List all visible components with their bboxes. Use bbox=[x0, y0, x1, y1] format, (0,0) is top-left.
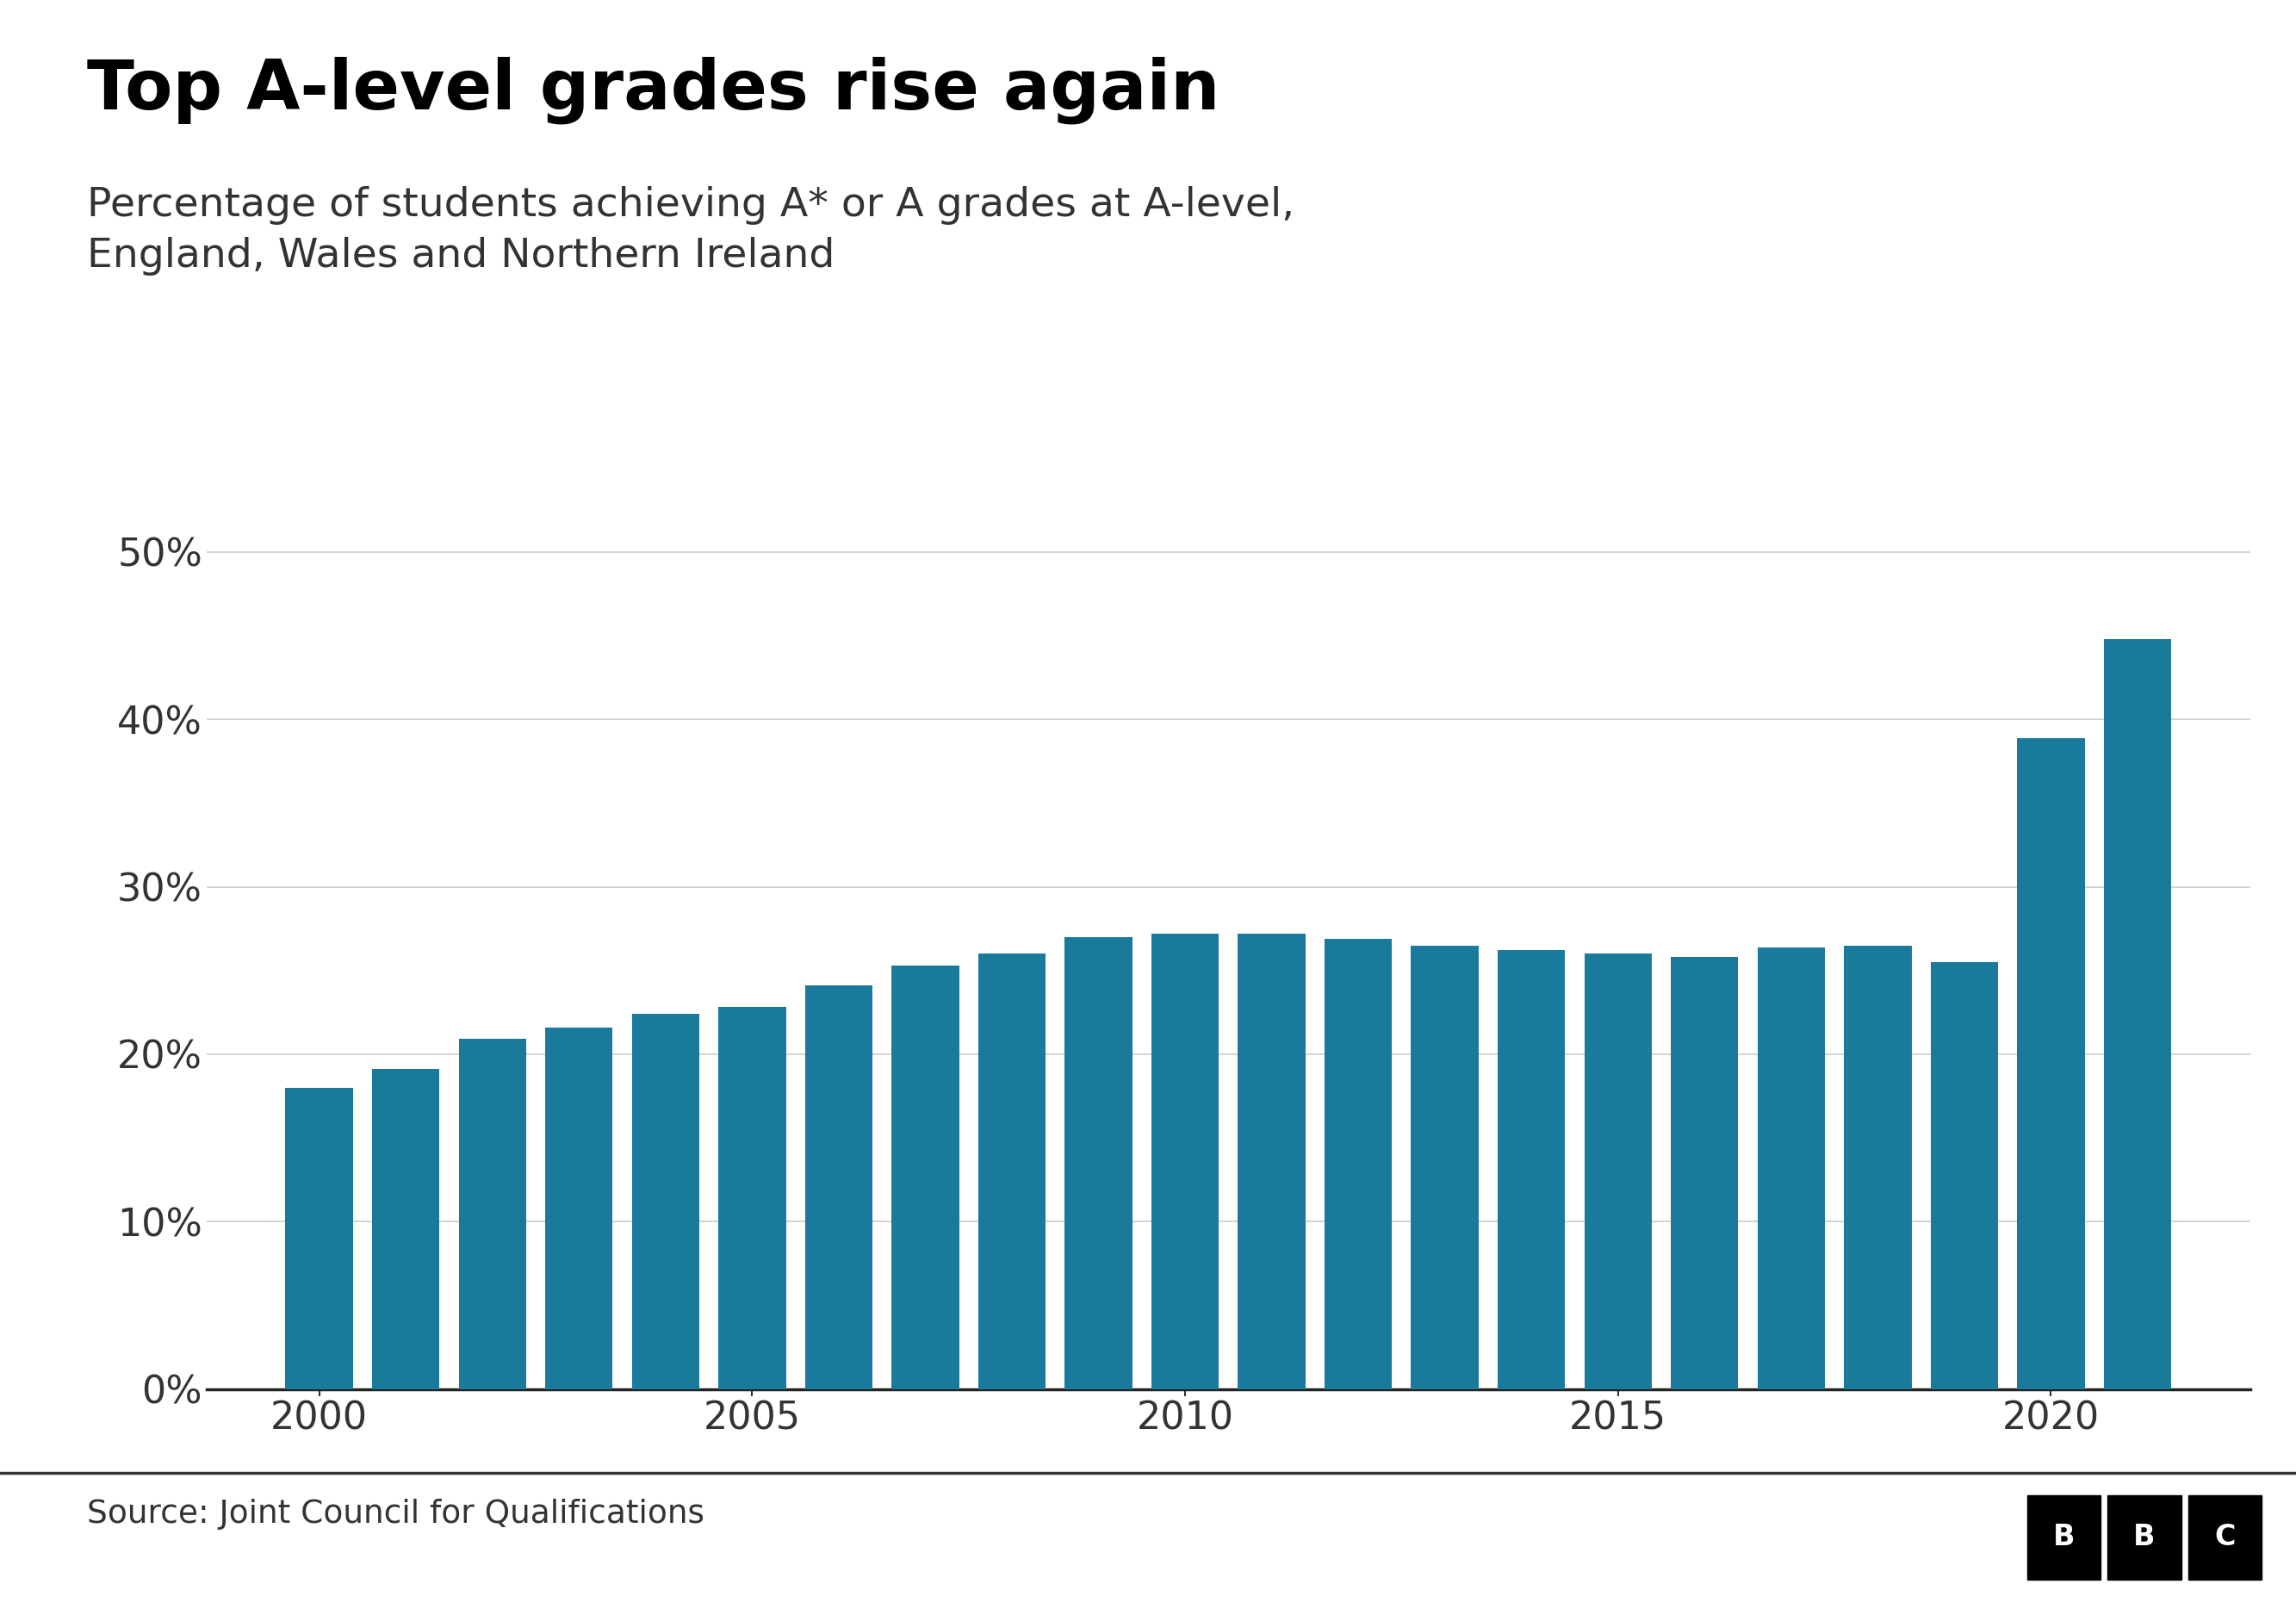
Bar bbox=[1671, 958, 1738, 1389]
Bar bbox=[2103, 640, 2172, 1389]
Bar bbox=[459, 1038, 526, 1389]
Bar bbox=[891, 966, 960, 1389]
Bar bbox=[1238, 933, 1306, 1389]
Bar bbox=[1325, 938, 1391, 1389]
Bar bbox=[1756, 946, 1825, 1389]
Bar bbox=[806, 985, 872, 1389]
Text: Source: Joint Council for Qualifications: Source: Joint Council for Qualifications bbox=[87, 1499, 705, 1529]
Bar bbox=[978, 954, 1045, 1389]
Bar bbox=[1150, 933, 1219, 1389]
Bar bbox=[1497, 950, 1566, 1389]
Bar bbox=[1584, 954, 1651, 1389]
Bar bbox=[1844, 945, 1913, 1389]
Text: Top A-level grades rise again: Top A-level grades rise again bbox=[87, 57, 1219, 124]
Text: B: B bbox=[2053, 1523, 2076, 1552]
Bar bbox=[719, 1008, 785, 1389]
Bar bbox=[372, 1069, 439, 1389]
Bar bbox=[2018, 738, 2085, 1389]
Bar bbox=[631, 1014, 700, 1389]
Bar bbox=[1412, 945, 1479, 1389]
Bar bbox=[1931, 963, 1998, 1389]
Bar bbox=[544, 1027, 613, 1389]
Text: B: B bbox=[2133, 1523, 2156, 1552]
Bar bbox=[1065, 937, 1132, 1389]
Text: Percentage of students achieving A* or A grades at A-level,
England, Wales and N: Percentage of students achieving A* or A… bbox=[87, 186, 1295, 275]
Text: C: C bbox=[2213, 1523, 2236, 1552]
Bar bbox=[285, 1087, 354, 1389]
